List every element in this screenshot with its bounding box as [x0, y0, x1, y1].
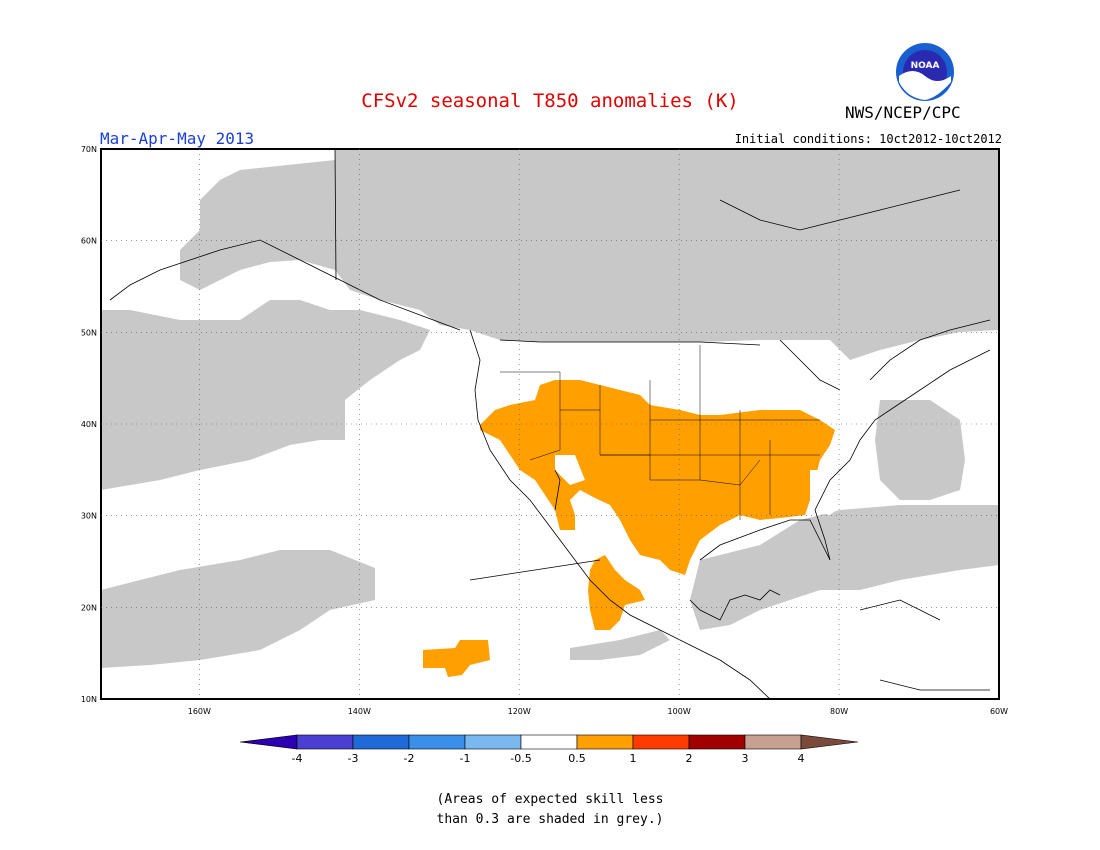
anomaly-hole-2 — [555, 455, 585, 485]
colorbar-label-7: 2 — [686, 752, 693, 765]
anomaly-us — [480, 380, 835, 575]
anomaly-pacific — [423, 640, 490, 677]
colorbar-label-3: -1 — [460, 752, 471, 765]
lon-label-5: 60W — [990, 707, 1008, 716]
lon-label-4: 80W — [830, 707, 848, 716]
initial-conditions-label: Initial conditions: 10ct2012-10ct2012 — [734, 132, 1002, 146]
lat-label-2: 50N — [81, 328, 97, 337]
coastlines — [109, 149, 991, 699]
anomaly-mexico — [588, 555, 645, 630]
agency-label: NWS/NCEP/CPC — [845, 103, 961, 122]
noaa-logo: NOAA — [895, 42, 955, 102]
lat-label-5: 20N — [81, 603, 97, 612]
graticule — [101, 149, 999, 699]
skill-mask-ne-pacific — [101, 300, 430, 490]
colorbar-label-9: 4 — [798, 752, 805, 765]
season-label: Mar-Apr-May 2013 — [100, 129, 255, 148]
colorbar-box-2 — [408, 734, 466, 750]
skill-mask-north — [335, 149, 999, 360]
colorbar-box-6 — [632, 734, 690, 750]
colorbar-label-0: -4 — [292, 752, 303, 765]
lat-label-3: 40N — [81, 420, 97, 429]
lon-label-2: 120W — [508, 707, 531, 716]
lat-label-0: 70N — [81, 145, 97, 154]
lat-label-4: 30N — [81, 512, 97, 521]
colorbar-label-4: -0.5 — [510, 752, 531, 765]
anomaly-hole-3 — [810, 470, 850, 515]
colorbar-box-7 — [688, 734, 746, 750]
anomaly-map: 70N 60N 50N 40N 30N 20N 10N 160W 140W 120W 100W 80… — [81, 145, 1008, 716]
skill-mask-tropical-pacific — [101, 550, 375, 668]
colorbar-label-1: -3 — [348, 752, 359, 765]
chart-title: CFSv2 seasonal T850 anomalies (K) — [361, 90, 739, 112]
footnote-line-1: (Areas of expected skill less — [436, 792, 664, 807]
lat-label-6: 10N — [81, 695, 97, 704]
lon-label-3: 100W — [668, 707, 691, 716]
colorbar-label-2: -2 — [404, 752, 415, 765]
colorbar-label-8: 3 — [742, 752, 749, 765]
lat-label-1: 60N — [81, 237, 97, 246]
footnote-line-2: than 0.3 are shaded in grey.) — [436, 812, 664, 827]
map-shading — [101, 149, 999, 677]
noaa-logo-text: NOAA — [911, 61, 940, 71]
colorbar-label-6: 1 — [630, 752, 637, 765]
skill-mask-central-america — [570, 630, 670, 660]
colorbar-arrow-low — [239, 734, 298, 750]
colorbar-box-3 — [464, 734, 522, 750]
colorbar-arrow-high — [800, 734, 859, 750]
colorbar-box-0 — [296, 734, 354, 750]
colorbar-box-1 — [352, 734, 410, 750]
skill-mask-alaska — [180, 160, 335, 290]
latitude-labels: 70N 60N 50N 40N 30N 20N 10N — [81, 145, 97, 704]
colorbar-box-8 — [744, 734, 802, 750]
colorbar-box-4 — [520, 734, 578, 750]
lon-label-0: 160W — [188, 707, 211, 716]
lon-label-1: 140W — [348, 707, 371, 716]
anomaly-hole-1 — [640, 370, 690, 395]
colorbar-box-5 — [576, 734, 634, 750]
longitude-labels: 160W 140W 120W 100W 80W 60W — [188, 707, 1008, 716]
state-borders — [500, 345, 820, 520]
skill-mask-gulf — [690, 505, 999, 630]
skill-mask-atlantic-north — [875, 400, 965, 500]
colorbar-label-5: 0.5 — [568, 752, 586, 765]
